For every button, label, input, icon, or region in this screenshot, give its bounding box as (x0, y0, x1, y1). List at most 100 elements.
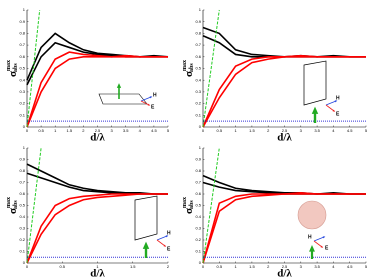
y-label-sup: max (6, 60, 12, 71)
arrow-shaft (325, 100, 337, 106)
arrow-head (332, 109, 336, 112)
arrow-head (116, 83, 122, 88)
y-tick-label: 0.6 (19, 191, 25, 196)
x-tick-label: 1 (234, 128, 237, 133)
inset-label-h: H (336, 95, 340, 101)
x-axis-label: d/λ (277, 132, 292, 144)
y-tick-label: 0.7 (19, 42, 25, 47)
y-tick-label: 0.8 (195, 30, 201, 35)
data-line (202, 26, 366, 58)
x-tick-label: 3 (110, 128, 113, 133)
y-axis-label: σmaxabs (182, 197, 195, 214)
y-axis-label: σmaxabs (6, 197, 19, 214)
x-axis-label: d/λ (277, 268, 292, 278)
x-tick-label: 0.5 (59, 264, 65, 269)
inset-label-e: E (336, 111, 340, 117)
y-tick-label: 1 (23, 7, 26, 12)
y-tick-label: 0.5 (195, 66, 201, 71)
y-tick-label: 0 (23, 260, 26, 265)
arrow-shaft (325, 104, 335, 112)
y-label-sup: max (6, 197, 12, 208)
y-tick-label: 1 (199, 145, 202, 150)
arrow-shaft (156, 235, 168, 241)
y-label-symbol: σ (7, 71, 19, 77)
arrow-shaft (156, 239, 166, 247)
data-line (26, 163, 168, 195)
inset-label-h: H (153, 92, 157, 98)
y-label-symbol: σ (7, 208, 19, 214)
arrow-shaft (313, 236, 325, 242)
x-tick-label: 4.5 (151, 128, 157, 133)
inset-label-e: E (151, 104, 155, 110)
y-tick-label: 0.7 (195, 180, 201, 185)
arrow-head (309, 245, 315, 252)
x-tick-label: 5 (167, 128, 170, 133)
data-line (202, 9, 220, 128)
data-line (26, 56, 168, 128)
y-tick-label: 0.6 (19, 54, 25, 59)
y-label-sup: max (182, 197, 188, 208)
data-line (202, 147, 220, 264)
x-axis-label: d/λ (90, 132, 105, 144)
y-label-sub: abs (13, 200, 19, 209)
x-tick-label: 1.5 (249, 128, 255, 133)
y-tick-label: 0.1 (195, 112, 201, 117)
y-tick-label: 0 (23, 124, 26, 129)
y-tick-label: 0.3 (195, 89, 201, 94)
y-label-symbol: σ (183, 71, 195, 77)
y-tick-label: 0 (199, 124, 202, 129)
y-tick-label: 0.9 (195, 19, 201, 24)
y-tick-label: 0.1 (195, 249, 201, 254)
y-tick-label: 0.4 (19, 77, 25, 82)
y-tick-label: 0.6 (195, 191, 201, 196)
y-tick-label: 1 (199, 7, 202, 12)
y-tick-label: 0.4 (19, 214, 25, 219)
x-tick-label: 1.5 (249, 264, 255, 269)
x-axis-label: d/λ (90, 268, 105, 278)
y-label-sub: abs (13, 63, 19, 72)
arrow-shaft (140, 100, 150, 106)
y-tick-label: 0.9 (19, 157, 25, 162)
data-line (26, 41, 168, 86)
arrow-head (165, 235, 169, 238)
x-tick-label: 5 (365, 264, 368, 269)
x-tick-label: 1 (96, 264, 99, 269)
data-line (26, 51, 168, 128)
x-tick-label: 0.5 (217, 128, 223, 133)
x-tick-label: 0.5 (217, 264, 223, 269)
x-tick-label: 3 (300, 264, 303, 269)
y-label-sup: max (182, 60, 188, 71)
x-tick-label: 4 (332, 264, 335, 269)
y-label-symbol: σ (183, 208, 195, 214)
arrow-head (149, 96, 153, 99)
x-tick-label: 2 (167, 264, 170, 269)
data-line (202, 35, 366, 58)
x-tick-label: 4.5 (347, 128, 353, 133)
y-tick-label: 0.5 (19, 203, 25, 208)
inset-label-e: E (167, 246, 171, 252)
data-line (26, 193, 168, 264)
y-tick-label: 0.5 (195, 203, 201, 208)
x-tick-label: 3.5 (314, 264, 320, 269)
x-tick-label: 4 (139, 128, 142, 133)
inset-slab (98, 93, 148, 105)
y-axis-label: σmaxabs (182, 60, 195, 77)
inset-label-e: E (325, 245, 329, 251)
y-tick-label: 0.2 (195, 101, 201, 106)
y-tick-label: 0.9 (19, 19, 25, 24)
x-tick-label: 0.5 (38, 128, 44, 133)
x-tick-label: 3.5 (123, 128, 129, 133)
x-tick-label: 1.5 (67, 128, 73, 133)
arrow-head (334, 100, 338, 103)
y-tick-label: 0.2 (19, 237, 25, 242)
arrow-head (147, 103, 151, 106)
x-tick-label: 2 (267, 128, 270, 133)
x-tick-label: 5 (365, 128, 368, 133)
arrow-head (320, 245, 324, 248)
arrow-shaft (140, 96, 152, 102)
x-tick-label: 3.5 (314, 128, 320, 133)
x-tick-label: 2 (267, 264, 270, 269)
y-tick-label: 0.3 (19, 89, 25, 94)
arrow-head (142, 241, 150, 249)
y-tick-label: 0.4 (195, 214, 201, 219)
